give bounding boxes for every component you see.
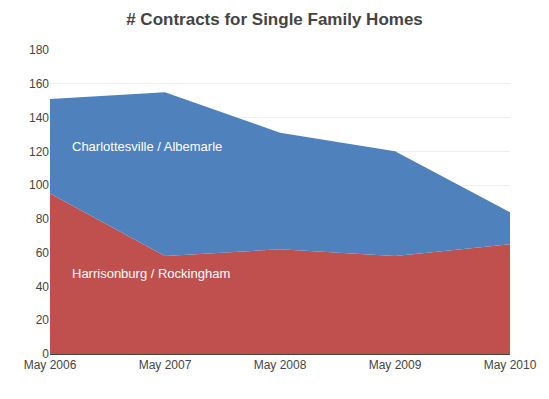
svg-text:May 2009: May 2009 <box>369 358 422 372</box>
svg-text:140: 140 <box>29 111 49 125</box>
svg-text:May 2006: May 2006 <box>24 358 77 372</box>
svg-text:160: 160 <box>29 77 49 91</box>
svg-text:40: 40 <box>36 280 50 294</box>
svg-text:# Contracts for Single Family: # Contracts for Single Family Homes <box>126 10 423 29</box>
svg-text:180: 180 <box>29 43 49 57</box>
svg-text:60: 60 <box>36 246 50 260</box>
svg-text:20: 20 <box>36 313 50 327</box>
svg-text:May 2007: May 2007 <box>139 358 192 372</box>
svg-text:May 2010: May 2010 <box>484 358 537 372</box>
svg-text:120: 120 <box>29 145 49 159</box>
svg-text:Harrisonburg / Rockingham: Harrisonburg / Rockingham <box>72 266 230 281</box>
svg-text:May 2008: May 2008 <box>254 358 307 372</box>
svg-text:0: 0 <box>42 347 49 361</box>
svg-text:100: 100 <box>29 178 49 192</box>
svg-text:80: 80 <box>36 212 50 226</box>
svg-text:Charlottesville / Albemarle: Charlottesville / Albemarle <box>72 139 222 154</box>
